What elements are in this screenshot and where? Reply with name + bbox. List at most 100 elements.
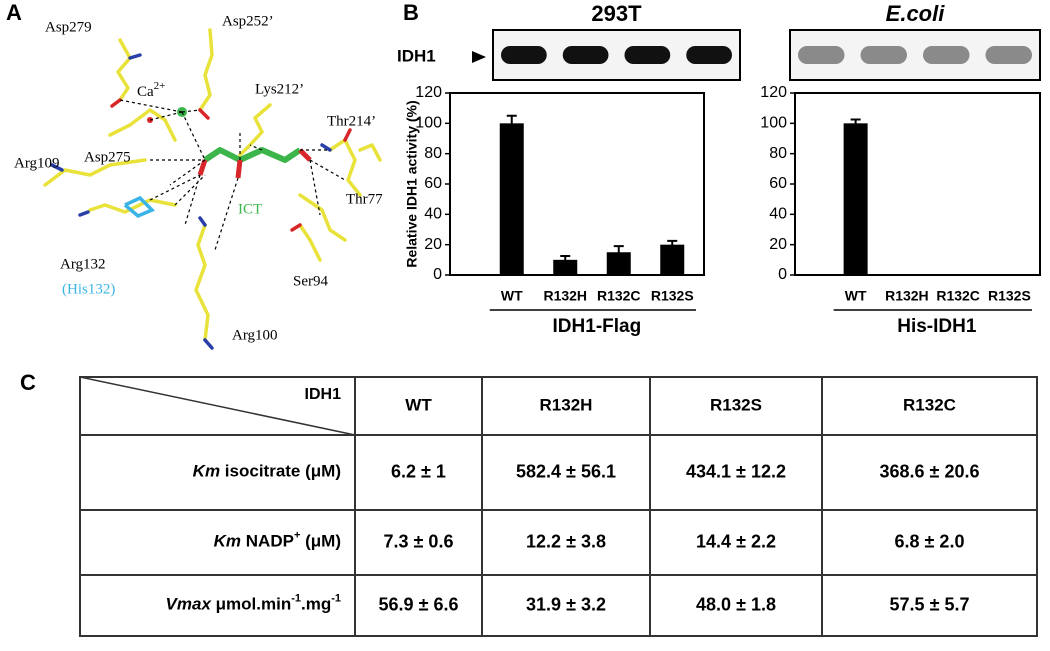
y-tick-label: 40 (424, 206, 442, 223)
y-tick-label: 80 (424, 145, 442, 162)
blot-arrow (472, 51, 486, 63)
y-tick-label: 0 (433, 266, 442, 283)
residue-label: Thr77 (346, 191, 383, 207)
residue-label: Ser94 (293, 273, 328, 289)
table-cell: 368.6 ± 20.6 (880, 461, 980, 481)
blot-band (562, 46, 609, 64)
residue-label: (His132) (62, 281, 115, 297)
plot-box (794, 92, 1041, 276)
row-label: Vmax μmol.min-1.mg-1 (166, 592, 341, 614)
row-label-part: (μM) (300, 532, 341, 551)
table-cell: 14.4 ± 2.2 (696, 531, 776, 551)
y-axis-label: Relative IDH1 activity (%) (404, 100, 420, 267)
row-label-part: -1 (291, 592, 301, 604)
chart-title: 293T (591, 1, 642, 26)
group-label: His-IDH1 (897, 316, 977, 337)
table-cell: 6.8 ± 2.0 (895, 531, 965, 551)
row-label-part: Km (193, 462, 220, 481)
blot-band (923, 46, 970, 64)
residue-label: ICT (238, 201, 262, 217)
residue-label: Arg109 (14, 155, 60, 171)
y-tick-label: 100 (415, 115, 442, 132)
ion-charge: 2+ (154, 80, 166, 92)
y-tick-label: 0 (778, 266, 787, 283)
blot-band (686, 46, 732, 64)
y-tick-label: 120 (415, 84, 442, 101)
residue-label: Thr214’ (327, 113, 376, 129)
blot-band (798, 46, 845, 64)
residue-label: Lys212’ (255, 81, 304, 97)
panel-label: A (6, 0, 22, 25)
x-tick-label: WT (845, 288, 867, 304)
table-cell: 57.5 ± 5.7 (890, 594, 970, 614)
table-cell: 12.2 ± 3.8 (526, 531, 606, 551)
y-tick-label: 60 (424, 175, 442, 192)
ion-base: Ca (137, 84, 154, 100)
error-bar (560, 255, 571, 264)
bar (660, 244, 685, 275)
table-cell: 582.4 ± 56.1 (516, 461, 616, 481)
blot-band (624, 46, 671, 64)
residue-label: Asp252’ (222, 13, 274, 29)
table-border (79, 376, 1038, 637)
x-tick-label: R132C (597, 288, 641, 304)
table: IDH1 WT R132H R132S R132C Km isocitrate (μM) 6… (79, 376, 1038, 637)
blot-label: IDH1 (397, 46, 436, 65)
y-tick-label: 40 (769, 206, 787, 223)
residue-label: Asp279 (45, 19, 92, 35)
error-bar (667, 239, 678, 249)
bar (499, 123, 524, 275)
row-label-part: + (294, 529, 300, 541)
x-tick-label: R132S (988, 288, 1031, 304)
table-cell: 48.0 ± 1.8 (696, 594, 776, 614)
blot-band (860, 46, 907, 64)
row-label: Km NADP+ (μM) (214, 529, 341, 551)
table-cell: 56.9 ± 6.6 (379, 594, 459, 614)
x-tick-label: R132S (651, 288, 694, 304)
structure-labels: Asp279 Asp252’ Lys212’ Thr214’ Arg109 Asp275 I… (14, 13, 383, 343)
ion-label: Ca2+ (137, 80, 165, 101)
column-header: R132S (710, 395, 762, 414)
error-bar (850, 118, 861, 128)
residue-label: Arg132 (60, 256, 106, 272)
x-tick-label: R132H (543, 288, 587, 304)
y-tick-label: 120 (760, 84, 787, 101)
x-tick-label: WT (501, 288, 523, 304)
table-cell: 7.3 ± 0.6 (384, 531, 454, 551)
error-bar (506, 114, 517, 131)
table-corner: IDH1 (305, 386, 342, 403)
row-label-part: -1 (331, 592, 341, 604)
row-label-part: isocitrate (μM) (220, 462, 341, 481)
blot-band (985, 46, 1032, 64)
y-tick-label: 20 (769, 236, 787, 253)
bar (606, 252, 631, 275)
y-tick-label: 80 (769, 145, 787, 162)
row-label-part: Km (214, 532, 241, 551)
table-cell: 31.9 ± 3.2 (526, 594, 606, 614)
x-tick-label: R132H (885, 288, 929, 304)
row-label-part: NADP (241, 532, 294, 551)
group-label: IDH1-Flag (553, 316, 642, 337)
y-tick-label: 60 (769, 175, 787, 192)
x-tick-label: R132C (936, 288, 980, 304)
column-header: WT (405, 395, 432, 414)
table-cell: 434.1 ± 12.2 (686, 461, 786, 481)
residue-label: Asp275 (84, 149, 131, 165)
corner-diagonal (79, 376, 356, 436)
y-tick-label: 20 (424, 236, 442, 253)
bar (553, 259, 578, 275)
y-tick-label: 100 (760, 115, 787, 132)
bar (843, 123, 868, 275)
blot-band (501, 46, 547, 64)
column-header: R132H (540, 395, 593, 414)
panel-label: B (403, 0, 419, 25)
residue-label: Arg100 (232, 327, 278, 343)
error-bar (613, 245, 624, 259)
row-label-part: Vmax (166, 595, 213, 614)
row-label-part: .mg (301, 595, 331, 614)
row-label: Km isocitrate (μM) (193, 462, 341, 481)
panel-label: C (20, 370, 36, 395)
column-header: R132C (903, 395, 956, 414)
